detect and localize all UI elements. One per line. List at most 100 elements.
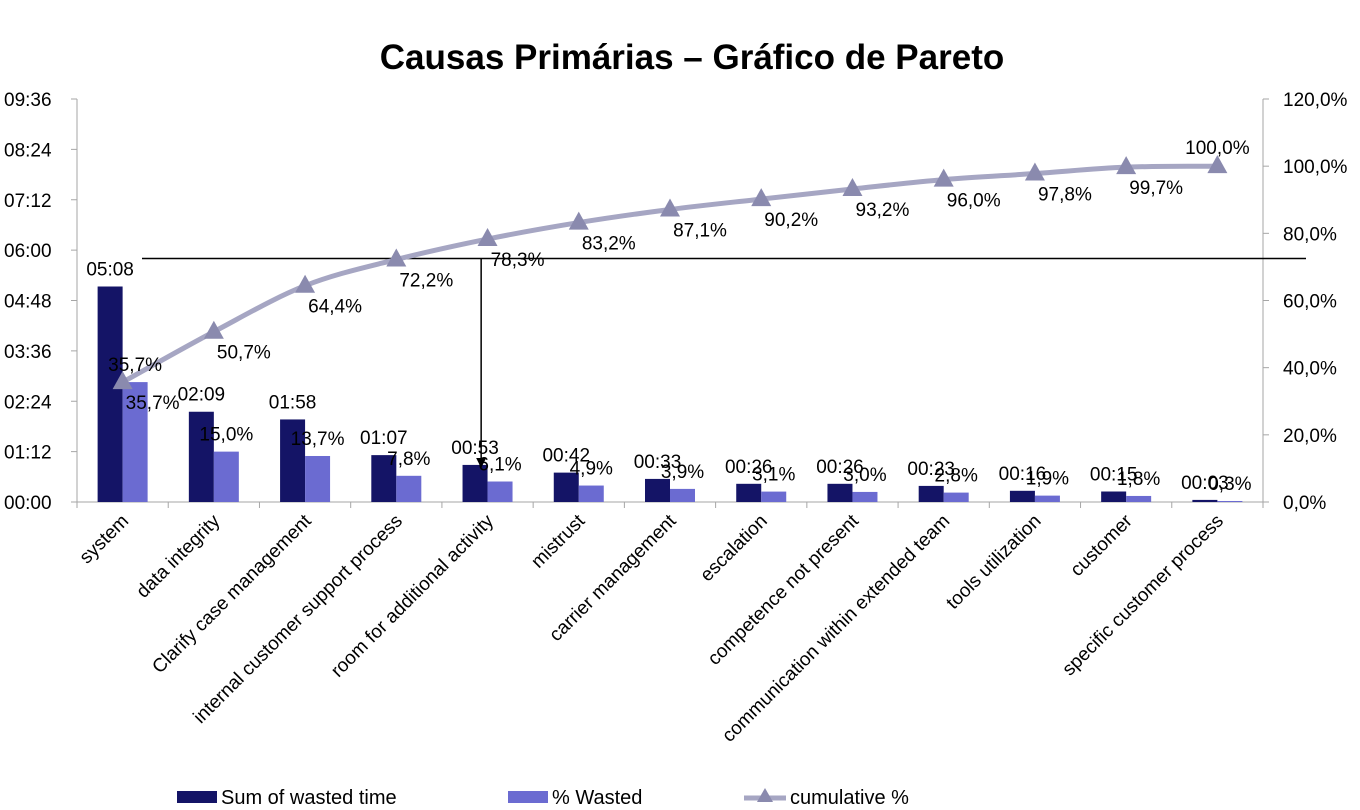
label-cumulative: 64,4% [308, 297, 362, 318]
label-percent-wasted: 4,9% [570, 459, 613, 480]
bar-percent-wasted-carrier-management [670, 488, 695, 502]
label-cumulative: 50,7% [217, 343, 271, 364]
bar-wasted-time-clarify-case-management [280, 419, 306, 502]
bar-wasted-time-tools-utilization [1009, 490, 1035, 502]
left-tick-label: 03:36 [4, 342, 52, 363]
bar-percent-wasted-escalation [761, 491, 787, 502]
label-wasted-time: 00:03 [1181, 473, 1229, 494]
legend-swatch-percent-wasted [508, 791, 548, 803]
label-wasted-time: 02:09 [178, 385, 226, 406]
bar-percent-wasted-tools-utilization [1034, 495, 1060, 502]
category-label-specific-customer-process: specific customer process [1059, 511, 1228, 680]
label-percent-wasted: 2,8% [935, 466, 978, 487]
category-label-customer: customer [1067, 510, 1138, 581]
label-cumulative: 83,2% [582, 234, 636, 255]
label-cumulative: 99,7% [1129, 178, 1183, 199]
bar-wasted-time-room-for-additional-activity [462, 464, 488, 502]
legend-label-cumulative: cumulative % [790, 787, 909, 809]
label-percent-wasted: 6,1% [478, 455, 521, 476]
chart-title: Causas Primárias – Gráfico de Pareto [380, 38, 1004, 77]
legend-marker-cumulative [757, 788, 773, 802]
label-cumulative: 90,2% [764, 210, 818, 231]
legend-swatch-wasted-time [177, 791, 217, 803]
label-wasted-time: 05:08 [86, 260, 134, 281]
reference-arrow-head [476, 458, 487, 468]
left-tick-label: 08:24 [4, 140, 52, 161]
label-cumulative: 93,2% [856, 200, 910, 221]
category-label-data-integrity: data integrity [133, 510, 225, 602]
right-tick-label: 100,0% [1283, 157, 1348, 178]
bar-wasted-time-mistrust [553, 472, 579, 502]
cumulative-marker-internal-customer-support-process [386, 248, 407, 267]
label-percent-wasted: 3,0% [843, 465, 886, 486]
category-label-clarify-case-management: Clarify case management [148, 510, 316, 678]
category-label-mistrust: mistrust [527, 510, 589, 572]
label-percent-wasted: 0,3% [1208, 474, 1251, 495]
cumulative-marker-communication-within-extended-team [933, 168, 954, 187]
bar-wasted-time-system [97, 286, 123, 502]
label-percent-wasted: 7,8% [387, 449, 430, 470]
bar-wasted-time-internal-customer-support-process [371, 455, 397, 502]
category-label-tools-utilization: tools utilization [942, 511, 1045, 614]
cumulative-marker-system [112, 371, 133, 390]
bar-wasted-time-escalation [736, 483, 762, 502]
bar-percent-wasted-communication-within-extended-team [943, 492, 969, 502]
label-cumulative: 97,8% [1038, 185, 1092, 206]
cumulative-marker-clarify-case-management [295, 274, 316, 293]
cumulative-marker-tools-utilization [1024, 162, 1045, 181]
bar-percent-wasted-data-integrity [213, 451, 239, 502]
bar-wasted-time-carrier-management [645, 478, 670, 502]
right-tick-label: 20,0% [1283, 426, 1337, 447]
label-cumulative: 35,7% [126, 393, 180, 414]
bar-wasted-time-communication-within-extended-team [918, 485, 944, 502]
label-wasted-time: 00:26 [725, 457, 773, 478]
label-cumulative: 96,0% [947, 191, 1001, 212]
reference-lines [142, 257, 1306, 468]
bar-wasted-time-specific-customer-process [1192, 499, 1218, 502]
legend: Sum of wasted time % Wasted cumulative % [177, 787, 909, 809]
right-tick-label: 80,0% [1283, 224, 1337, 245]
bar-percent-wasted-customer [1126, 495, 1152, 502]
label-percent-wasted: 1,9% [1026, 469, 1069, 490]
category-label-system: system [76, 511, 133, 568]
bar-percent-wasted-specific-customer-process [1217, 500, 1243, 502]
bars [97, 286, 1243, 502]
left-tick-label: 01:12 [4, 443, 52, 464]
cumulative-marker-room-for-additional-activity [477, 228, 498, 247]
label-wasted-time: 00:26 [816, 457, 864, 478]
left-tick-label: 00:00 [4, 493, 52, 514]
left-tick-label: 02:24 [4, 392, 52, 413]
bar-percent-wasted-room-for-additional-activity [487, 481, 513, 502]
right-tick-label: 60,0% [1283, 292, 1337, 313]
category-label-room-for-additional-activity: room for additional activity [327, 510, 498, 681]
label-cumulative: 72,2% [399, 271, 453, 292]
label-percent-wasted: 15,0% [199, 425, 253, 446]
left-tick-label: 04:48 [4, 292, 52, 313]
label-wasted-time: 00:53 [451, 438, 499, 459]
bar-percent-wasted-system [122, 382, 148, 502]
bar-percent-wasted-mistrust [578, 485, 604, 502]
label-wasted-time: 01:07 [360, 428, 408, 449]
label-wasted-time: 00:15 [1090, 465, 1138, 486]
label-percent-wasted: 3,9% [661, 462, 704, 483]
bar-percent-wasted-competence-not-present [852, 491, 878, 502]
label-wasted-time: 00:23 [907, 459, 955, 480]
bar-percent-wasted-internal-customer-support-process [396, 475, 422, 502]
label-wasted-time: 00:33 [634, 452, 682, 473]
right-tick-label: 120,0% [1283, 90, 1348, 111]
bar-wasted-time-competence-not-present [827, 483, 853, 502]
label-wasted-time: 01:58 [269, 392, 317, 413]
label-wasted-time: 00:16 [999, 464, 1047, 485]
cumulative-marker-mistrust [568, 211, 589, 230]
label-wasted-time: 00:42 [542, 446, 590, 467]
cumulative-line-group [112, 155, 1228, 390]
label-percent-wasted: 3,1% [752, 465, 795, 486]
label-percent-wasted: 1,8% [1117, 469, 1160, 490]
label-cumulative: 100,0% [1185, 138, 1250, 159]
left-tick-label: 07:12 [4, 191, 52, 212]
category-label-competence-not-present: competence not present [704, 510, 864, 670]
right-tick-label: 0,0% [1283, 493, 1326, 514]
category-label-escalation: escalation [696, 511, 771, 586]
